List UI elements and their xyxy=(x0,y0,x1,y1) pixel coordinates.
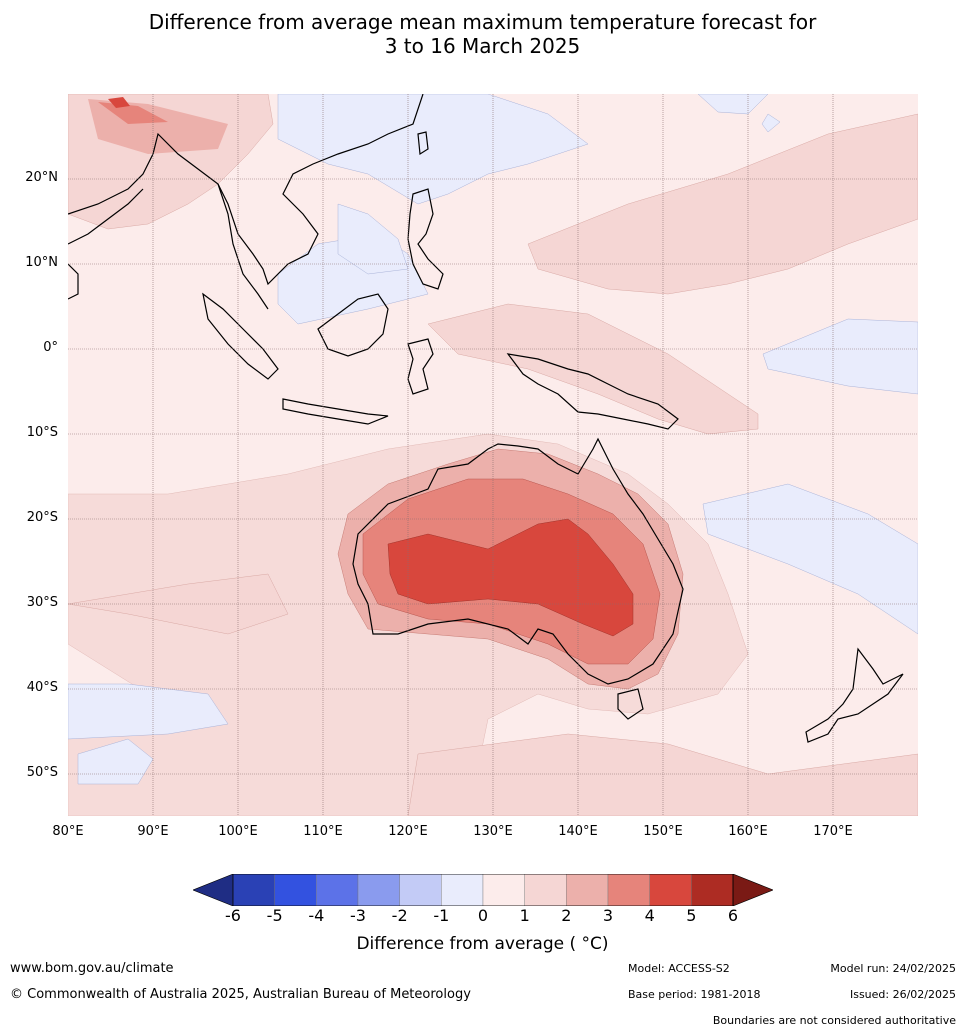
footer-model: Model: ACCESS-S2 xyxy=(628,962,730,975)
colorbar-ticks: -6 -5 -4 -3 -2 -1 0 1 2 3 4 5 6 xyxy=(0,906,965,926)
colorbar-tick-label: 6 xyxy=(727,906,739,925)
footer-copyright: © Commonwealth of Australia 2025, Austra… xyxy=(10,987,471,1002)
lon-label-120e: 120°E xyxy=(388,824,428,839)
colorbar-bin xyxy=(274,874,317,906)
colorbar-bin xyxy=(357,874,400,906)
colorbar-tick-label: 5 xyxy=(686,906,697,925)
footer-issued: Issued: 26/02/2025 xyxy=(849,988,956,1001)
anomaly-neg1-0-regions xyxy=(68,94,918,785)
colorbar-tick-label: -2 xyxy=(391,906,408,925)
colorbar-bin xyxy=(524,874,567,906)
lat-label-20s: 20°S xyxy=(26,510,58,525)
colorbar-tick-label: 0 xyxy=(477,906,489,925)
footer-base-period: Base period: 1981-2018 xyxy=(628,988,761,1001)
colorbar-bin xyxy=(691,874,734,906)
colorbar-bin xyxy=(482,874,525,906)
lon-label-150e: 150°E xyxy=(643,824,683,839)
lon-label-140e: 140°E xyxy=(558,824,598,839)
graticule xyxy=(68,94,918,816)
colorbar-tick-label: 2 xyxy=(561,906,572,925)
colorbar-tick-label: -1 xyxy=(433,906,450,925)
anomaly-3-4-tibet xyxy=(98,102,168,124)
forecast-map xyxy=(68,94,918,816)
lon-label-130e: 130°E xyxy=(473,824,513,839)
colorbar-bin xyxy=(607,874,650,906)
anomaly-4-5-region xyxy=(387,518,634,637)
colorbar-extend-low xyxy=(193,874,234,906)
colorbar-tick-label: -4 xyxy=(308,906,325,925)
colorbar-tick-label: 1 xyxy=(519,906,530,925)
colorbar-bin xyxy=(399,874,442,906)
colorbar-bin xyxy=(232,874,275,906)
anomaly-4-5-tibet xyxy=(108,97,130,108)
lon-label-160e: 160°E xyxy=(728,824,768,839)
lat-label-20n: 20°N xyxy=(25,170,58,185)
map-svg xyxy=(68,94,918,816)
colorbar-tick-label: 4 xyxy=(644,906,655,925)
colorbar-extend-high xyxy=(732,874,773,906)
colorbar-tick-label: -5 xyxy=(266,906,283,925)
lat-label-30s: 30°S xyxy=(26,595,58,610)
colorbar-tick-label: -3 xyxy=(350,906,366,925)
colorbar-tick-label: -6 xyxy=(225,906,241,925)
colorbar-bin xyxy=(441,874,484,906)
footer-model-run: Model run: 24/02/2025 xyxy=(830,962,956,975)
colorbar-outline xyxy=(232,874,734,906)
colorbar-tick-label: 3 xyxy=(602,906,614,925)
colorbar-label: Difference from average ( °C) xyxy=(356,934,609,954)
title-line-2: 3 to 16 March 2025 xyxy=(384,34,581,58)
footer-disclaimer: Boundaries are not considered authoritat… xyxy=(712,1014,956,1027)
lon-label-90e: 90°E xyxy=(137,824,169,839)
lat-label-0: 0° xyxy=(43,340,58,355)
colorbar-bin xyxy=(566,874,609,906)
footer-url: www.bom.gov.au/climate xyxy=(10,961,174,976)
lon-label-100e: 100°E xyxy=(218,824,258,839)
lon-label-110e: 110°E xyxy=(303,824,343,839)
lat-label-10s: 10°S xyxy=(26,425,58,440)
lat-label-10n: 10°N xyxy=(25,255,58,270)
map-title: Difference from average mean maximum tem… xyxy=(0,10,965,58)
lat-label-50s: 50°S xyxy=(26,765,58,780)
coastlines xyxy=(68,94,904,743)
lon-label-80e: 80°E xyxy=(52,824,84,839)
colorbar-bin xyxy=(649,874,692,906)
colorbar-bin xyxy=(316,874,359,906)
lon-label-170e: 170°E xyxy=(813,824,853,839)
title-line-1: Difference from average mean maximum tem… xyxy=(148,10,817,34)
lat-label-40s: 40°S xyxy=(26,680,58,695)
colorbar xyxy=(193,874,773,906)
